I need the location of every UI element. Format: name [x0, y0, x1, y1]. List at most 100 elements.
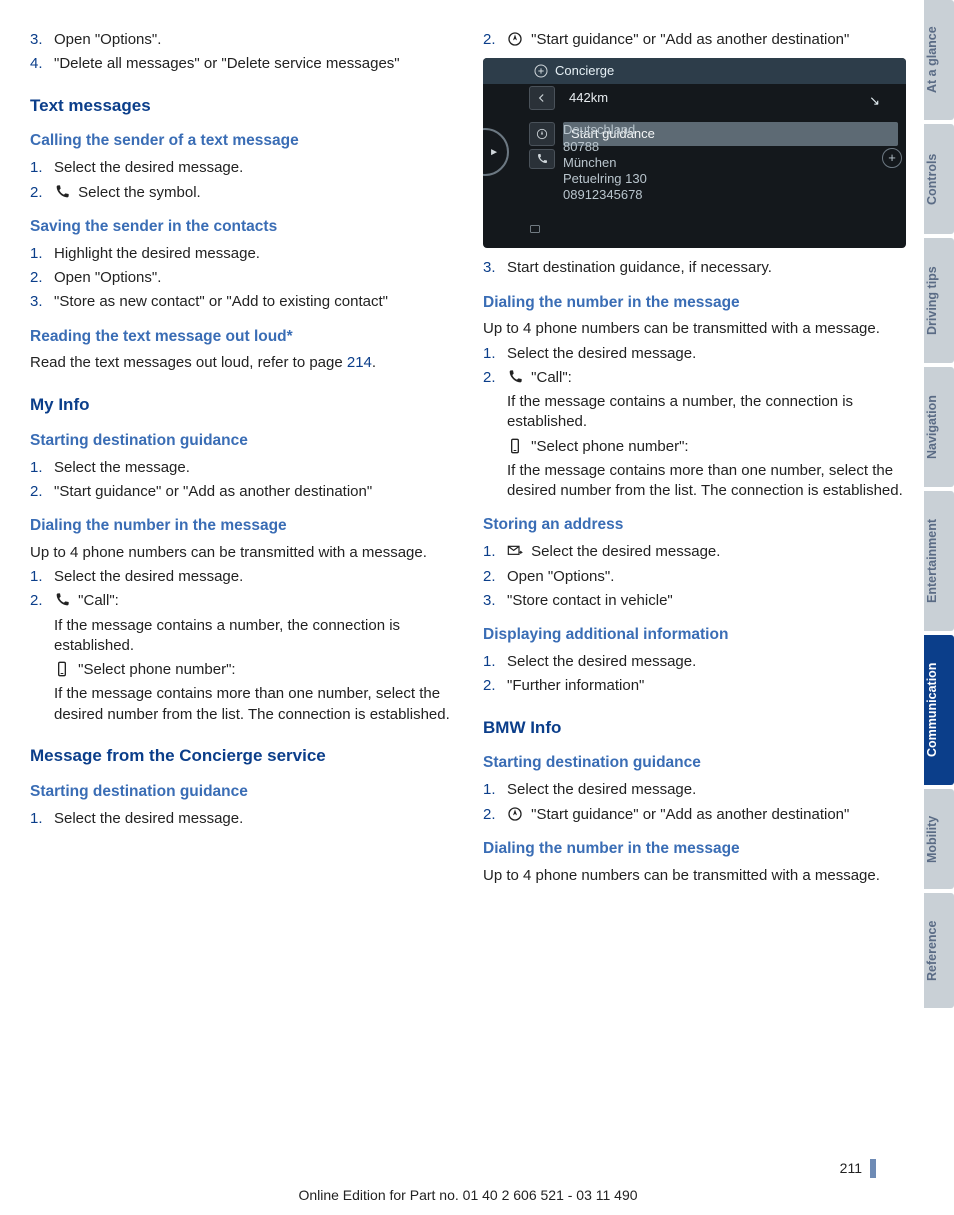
step-number: 3.	[30, 30, 54, 50]
tab-reference[interactable]: Reference	[924, 893, 954, 1008]
steps-storing-address: 1. Select the desired message. 2.Open "O…	[483, 542, 906, 611]
idrive-screenshot: Concierge 442km ↘	[483, 58, 906, 248]
content-area: 3. Open "Options". 4. "Delete all messag…	[0, 0, 924, 1215]
step-text: "Store contact in vehicle"	[507, 591, 906, 611]
list-item: 1.Select the desired message.	[30, 809, 453, 829]
step-number: 2.	[30, 183, 54, 203]
list-item: 1.Select the desired message.	[483, 780, 906, 800]
step-text: Start destination guidance, if necessary…	[507, 258, 906, 278]
heading-display-additional: Displaying additional information	[483, 625, 906, 646]
list-item: 2. Select the symbol.	[30, 183, 453, 203]
screenshot-titlebar: Concierge	[483, 58, 906, 84]
right-column: 2. "Start guidance" or "Add as another d…	[483, 30, 906, 1159]
concierge-icon	[533, 63, 549, 79]
tab-entertainment[interactable]: Entertainment	[924, 491, 954, 631]
sub-text: If the message contains a number, the co…	[54, 616, 453, 657]
list-item: 3. Open "Options".	[30, 30, 453, 50]
step-label: "Start guidance" or "Add as another dest…	[531, 31, 849, 48]
list-item: 3.Start destination guidance, if necessa…	[483, 258, 906, 278]
page-number: 211	[840, 1159, 876, 1178]
steps-calling-sender: 1. Select the desired message. 2. Select…	[30, 158, 453, 203]
addr-line: 08912345678	[563, 187, 906, 203]
body-text: Up to 4 phone numbers can be transmitted…	[30, 543, 453, 563]
step-number: 2.	[483, 805, 507, 825]
back-icon	[529, 86, 555, 110]
step-number: 1.	[30, 158, 54, 178]
step-text: Select the desired message.	[507, 344, 906, 364]
list-item: 2. "Call":	[483, 368, 906, 388]
message-icon	[529, 222, 541, 242]
step-label: Select the symbol.	[78, 184, 201, 201]
tab-navigation[interactable]: Navigation	[924, 367, 954, 487]
tab-at-a-glance[interactable]: At a glance	[924, 0, 954, 120]
step-text: Open "Options".	[54, 30, 453, 50]
tab-communication[interactable]: Communication	[924, 635, 954, 785]
step-text: Select the desired message.	[507, 652, 906, 672]
step-text: Select the message.	[54, 458, 453, 478]
step-number: 3.	[483, 591, 507, 611]
body-text: Up to 4 phone numbers can be transmitted…	[483, 866, 906, 886]
step-number: 2.	[30, 482, 54, 502]
tab-driving-tips[interactable]: Driving tips	[924, 238, 954, 363]
sub-label: "Select phone number":	[531, 438, 688, 455]
step-text: "Start guidance" or "Add as another dest…	[507, 30, 906, 50]
heading-concierge-start: Starting destination guidance	[30, 782, 453, 803]
list-item: 3."Store as new contact" or "Add to exis…	[30, 292, 453, 312]
step-number: 1.	[483, 542, 507, 562]
heading-saving-sender: Saving the sender in the contacts	[30, 217, 453, 238]
addr-line: München	[563, 155, 906, 171]
mobile-icon	[54, 661, 70, 677]
message-arrow-icon	[507, 543, 523, 559]
step-number: 2.	[483, 30, 507, 50]
heading-text-messages: Text messages	[30, 95, 453, 118]
heading-start-destination: Starting destination guidance	[30, 431, 453, 452]
tab-mobility[interactable]: Mobility	[924, 789, 954, 889]
sub-text: If the message contains more than one nu…	[54, 684, 453, 725]
list-item: 1. Select the desired message.	[30, 158, 453, 178]
steps-right-top: 2. "Start guidance" or "Add as another d…	[483, 30, 906, 50]
heading-concierge: Message from the Concierge service	[30, 745, 453, 768]
step-text: Open "Options".	[507, 567, 906, 587]
step-label: "Call":	[78, 592, 119, 609]
list-item: 1.Select the desired message.	[483, 344, 906, 364]
list-item: 2.Open "Options".	[483, 567, 906, 587]
step-text: "Store as new contact" or "Add to existi…	[54, 292, 453, 312]
sub-text: If the message contains more than one nu…	[507, 461, 906, 502]
step-number: 2.	[483, 567, 507, 587]
step-text: Select the desired message.	[54, 158, 453, 178]
step-number: 4.	[30, 54, 54, 74]
idrive-controller-icon: ◄ ►	[483, 128, 509, 176]
heading-bmw-start: Starting destination guidance	[483, 753, 906, 774]
step-text: Select the desired message.	[507, 542, 906, 562]
page: 3. Open "Options". 4. "Delete all messag…	[0, 0, 954, 1215]
addr-line: Petuelring 130	[563, 171, 906, 187]
list-item: 2. "Start guidance" or "Add as another d…	[483, 30, 906, 50]
heading-bmw-dial: Dialing the number in the message	[483, 839, 906, 860]
step-text: Open "Options".	[54, 268, 453, 288]
phone-icon	[54, 184, 70, 200]
steps-bmw-start: 1.Select the desired message. 2. "Start …	[483, 780, 906, 825]
step-text: "Further information"	[507, 676, 906, 696]
step-number: 1.	[30, 567, 54, 587]
heading-reading-out-loud: Reading the text message out loud*	[30, 327, 453, 348]
list-item: 1.Highlight the desired message.	[30, 244, 453, 264]
step-number: 2.	[30, 591, 54, 611]
step-number: 1.	[30, 244, 54, 264]
sub-label: "Select phone number":	[78, 661, 235, 678]
list-item: 2."Start guidance" or "Add as another de…	[30, 482, 453, 502]
list-item: 2. "Call":	[30, 591, 453, 611]
body-text: Up to 4 phone numbers can be transmitted…	[483, 319, 906, 339]
page-number-block: 211	[30, 1159, 906, 1178]
steps-concierge: 1.Select the desired message.	[30, 809, 453, 829]
mobile-icon	[507, 438, 523, 454]
step-text: "Start guidance" or "Add as another dest…	[507, 805, 906, 825]
step-number: 1.	[483, 344, 507, 364]
page-link[interactable]: 214	[347, 354, 372, 371]
list-item: 2."Further information"	[483, 676, 906, 696]
heading-dialing-number: Dialing the number in the message	[483, 293, 906, 314]
text-part: Read the text messages out loud, refer t…	[30, 354, 347, 371]
steps-dialing-number: 1.Select the desired message. 2. "Call":	[30, 567, 453, 612]
tab-controls[interactable]: Controls	[924, 124, 954, 234]
screenshot-row	[529, 222, 541, 242]
step-number: 3.	[483, 258, 507, 278]
